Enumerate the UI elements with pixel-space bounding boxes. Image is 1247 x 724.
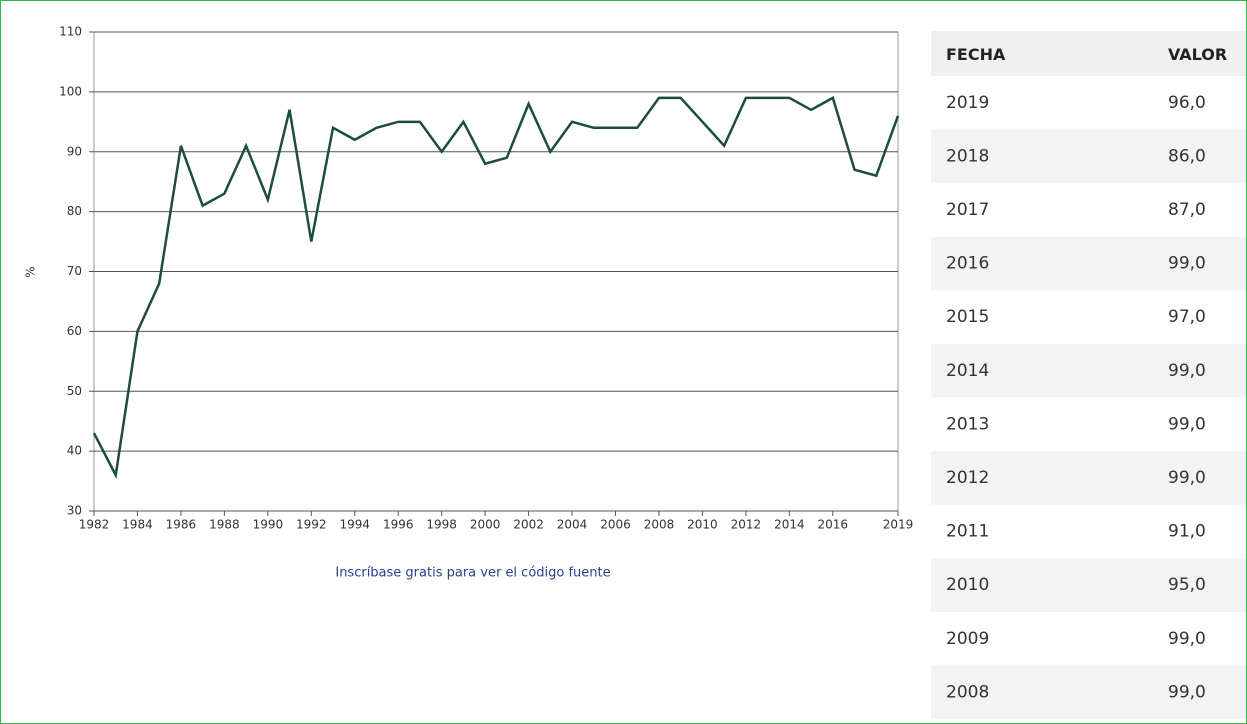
x-tick-label: 1982 xyxy=(79,518,110,532)
table-row-bg xyxy=(931,129,1246,184)
y-tick-label: 60 xyxy=(67,324,82,338)
y-tick-label: 110 xyxy=(59,25,82,39)
x-tick-label: 2006 xyxy=(600,518,631,532)
x-tick-label: 1996 xyxy=(383,518,414,532)
x-tick-label: 2000 xyxy=(470,518,501,532)
x-tick-label: 1984 xyxy=(122,518,153,532)
x-tick-label: 2016 xyxy=(818,518,849,532)
table-header-cell: FECHA xyxy=(946,45,1006,64)
x-tick-label: 1994 xyxy=(339,518,370,532)
table-cell: 91,0 xyxy=(1168,522,1206,542)
y-tick-label: 90 xyxy=(67,144,82,158)
table-cell: 99,0 xyxy=(1168,682,1206,702)
table-header-cell: VALOR xyxy=(1168,45,1227,64)
table-cell: 87,0 xyxy=(1168,200,1206,220)
x-tick-label: 2019 xyxy=(883,518,914,532)
table-row-bg xyxy=(931,451,1246,505)
table-cell: 2012 xyxy=(946,468,989,488)
table-cell: 86,0 xyxy=(1168,146,1206,166)
x-tick-label: 1998 xyxy=(426,518,457,532)
y-tick-label: 30 xyxy=(67,504,82,518)
x-tick-label: 2008 xyxy=(644,518,675,532)
table-header-bg xyxy=(931,31,1246,76)
x-tick-label: 2002 xyxy=(513,518,544,532)
table-cell: 2017 xyxy=(946,200,989,220)
table-cell: 97,0 xyxy=(1168,307,1206,327)
x-tick-label: 1986 xyxy=(166,518,197,532)
table-row-bg xyxy=(931,236,1246,291)
table-cell: 99,0 xyxy=(1168,468,1206,488)
x-tick-label: 2012 xyxy=(731,518,762,532)
table-cell: 2009 xyxy=(946,629,989,649)
table-row-bg xyxy=(931,665,1246,720)
table-cell: 99,0 xyxy=(1168,414,1206,434)
x-tick-label: 2010 xyxy=(687,518,718,532)
x-tick-label: 1988 xyxy=(209,518,240,532)
table-cell: 2011 xyxy=(946,522,989,542)
y-tick-label: 80 xyxy=(67,204,82,218)
table-cell: 2014 xyxy=(946,361,989,381)
y-tick-label: 50 xyxy=(67,384,82,398)
y-tick-label: 100 xyxy=(59,84,82,98)
table-cell: 2019 xyxy=(946,93,989,113)
signup-link[interactable]: Inscríbase gratis para ver el código fue… xyxy=(335,566,610,581)
y-tick-label: 40 xyxy=(67,444,82,458)
table-cell: 2013 xyxy=(946,414,989,434)
table-cell: 2015 xyxy=(946,307,989,327)
x-tick-label: 2004 xyxy=(557,518,588,532)
table-cell: 99,0 xyxy=(1168,254,1206,274)
table-row-bg xyxy=(931,344,1246,398)
x-tick-label: 1992 xyxy=(296,518,327,532)
x-tick-label: 1990 xyxy=(253,518,284,532)
table-cell: 2016 xyxy=(946,254,989,274)
table-cell: 96,0 xyxy=(1168,93,1206,113)
table-cell: 99,0 xyxy=(1168,629,1206,649)
table-cell: 2008 xyxy=(946,682,989,702)
y-axis-label: % xyxy=(24,266,38,277)
table-cell: 95,0 xyxy=(1168,575,1206,595)
table-cell: 2010 xyxy=(946,575,989,595)
line xyxy=(92,96,900,480)
table-cell: 2018 xyxy=(946,146,989,166)
table-row-bg xyxy=(931,558,1246,612)
y-tick-label: 70 xyxy=(67,264,82,278)
table-cell: 99,0 xyxy=(1168,361,1206,381)
x-tick-label: 2014 xyxy=(774,518,805,532)
